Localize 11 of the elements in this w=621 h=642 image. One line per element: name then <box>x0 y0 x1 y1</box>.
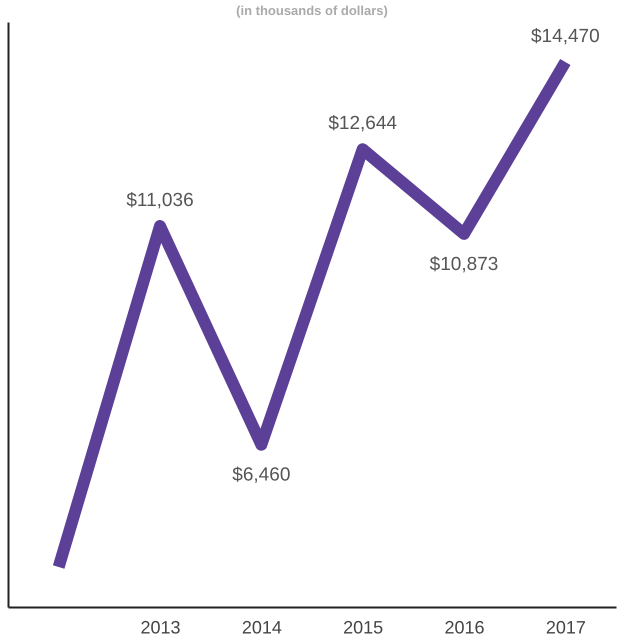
data-label: $12,644 <box>328 113 398 134</box>
data-label: $6,460 <box>232 464 290 486</box>
x-tick-label: 2014 <box>242 618 282 638</box>
x-tick-label: 2016 <box>444 618 485 638</box>
x-tick-label: 2013 <box>140 618 181 638</box>
chart-subtitle: (in thousands of dollars) <box>236 3 388 18</box>
data-label: $14,470 <box>530 26 600 47</box>
data-label: $11,036 <box>126 190 194 212</box>
x-tick-label: 2015 <box>343 618 384 638</box>
data-label: $10,873 <box>430 254 498 275</box>
x-tick-label: 2017 <box>546 618 586 638</box>
